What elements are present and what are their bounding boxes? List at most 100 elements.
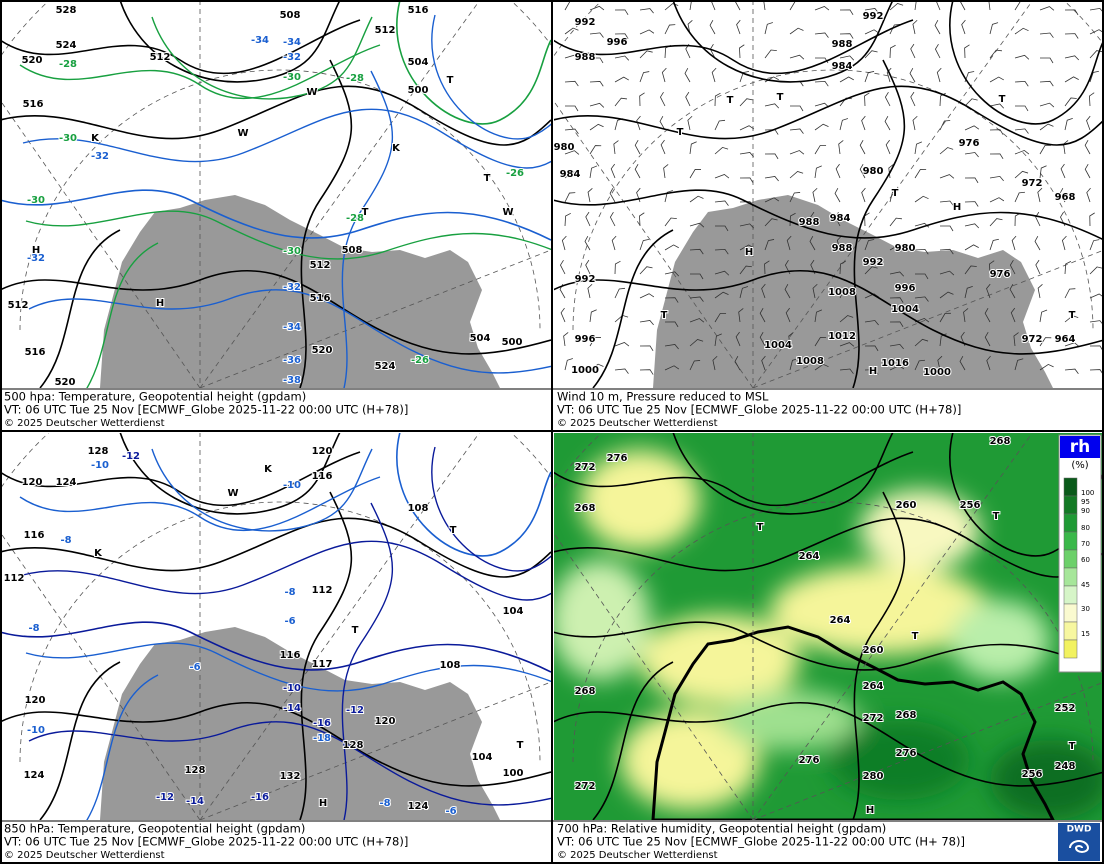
wind-barb [587,283,593,299]
map-label: 988 [832,243,853,254]
map-label: 508 [342,245,363,256]
map-label: 108 [440,660,461,671]
wind-barb [989,49,1002,59]
map-label: 972 [1022,334,1043,345]
map-label: 104 [503,606,524,617]
wind-barb [1089,293,1102,299]
map-label: -16 [251,792,269,803]
map-label: 980 [895,243,916,254]
map-label: W [306,87,317,98]
wind-barb [660,139,666,155]
map-label: -32 [283,282,301,293]
map-label: -26 [506,168,524,179]
map-label: 520 [312,345,333,356]
wind-barb [1039,144,1051,155]
caption-title: Wind 10 m, Pressure reduced to MSL [557,390,769,404]
isotherm [341,502,394,820]
wind-barb [664,190,673,203]
wind-barb [689,248,704,255]
wind-barb [685,91,691,107]
wind-barb [939,120,951,131]
wind-barb [564,358,573,371]
wind-barb [634,139,641,155]
wind-barb [739,265,752,275]
map-label: T [517,740,524,751]
map-label: 124 [56,477,77,488]
wind-barb [910,43,916,59]
wind-barb [589,363,604,371]
wind-barb [1089,345,1102,352]
wind-barb [914,317,930,323]
map-label: T [661,310,668,321]
map-label: 248 [1055,761,1076,772]
map-label: -6 [189,662,200,673]
wind-barb [664,244,679,251]
map-content [1,433,551,820]
wind-barb [761,283,766,299]
wind-barb [859,163,866,179]
wind-barb [1084,163,1091,179]
map-label: -8 [379,798,390,809]
wind-barb [609,211,616,227]
legend-title-bg [1060,436,1100,458]
map-label: -10 [283,480,301,491]
map-label: 280 [863,771,884,782]
map-label: -38 [283,375,301,386]
wind-barb [964,201,979,207]
map-label: 116 [312,471,333,482]
wind-barb [659,116,666,131]
wind-barb [614,260,621,275]
wind-barb [988,1,994,11]
wind-barb [789,105,804,112]
wind-barb [936,67,942,83]
wind-barb [1089,50,1102,59]
map-label: 116 [24,530,45,541]
map-label: 260 [863,645,884,656]
map-panel [1,1,551,388]
wind-barb [634,164,641,179]
wind-barb [1039,123,1054,131]
wind-barb [1086,187,1091,203]
wind-barb [734,356,741,371]
map-label: W [227,488,238,499]
wind-barb [814,309,823,323]
map-label: 504 [408,57,429,68]
legend-title: rh [1070,437,1091,457]
map-label: -8 [60,535,71,546]
map-label: 128 [343,740,364,751]
wind-barb [939,291,954,299]
wind-barb [914,169,927,179]
isotherm [28,721,551,806]
map-label: H [156,298,164,309]
wind-barb [689,296,704,302]
wind-barb [714,92,721,107]
wind-barb [914,141,923,155]
wind-barb [1064,55,1080,61]
wind-barb [937,355,943,371]
map-label: 988 [575,52,596,63]
map-label: 120 [312,446,333,457]
wind-barb [589,165,598,179]
legend-tick-label: 95 [1081,498,1090,506]
color-bin [1063,477,1078,497]
wind-barb [739,125,755,131]
wind-barb [614,97,628,107]
map-label: -30 [27,195,45,206]
wind-barb [836,235,842,251]
map-label: -6 [445,806,456,817]
map-label: T [1069,741,1076,752]
wind-barb [661,67,667,83]
wind-barb [839,76,854,83]
map-label: 128 [185,765,206,776]
map-label: 264 [830,615,851,626]
map-label: T [352,625,359,636]
map-label: 972 [1022,178,1043,189]
contour [299,491,353,820]
isotherm [28,289,551,374]
wind-barb [964,44,970,59]
wind-barb [1039,102,1055,108]
wind-barb [1084,140,1091,155]
wind-barb [1037,187,1043,203]
